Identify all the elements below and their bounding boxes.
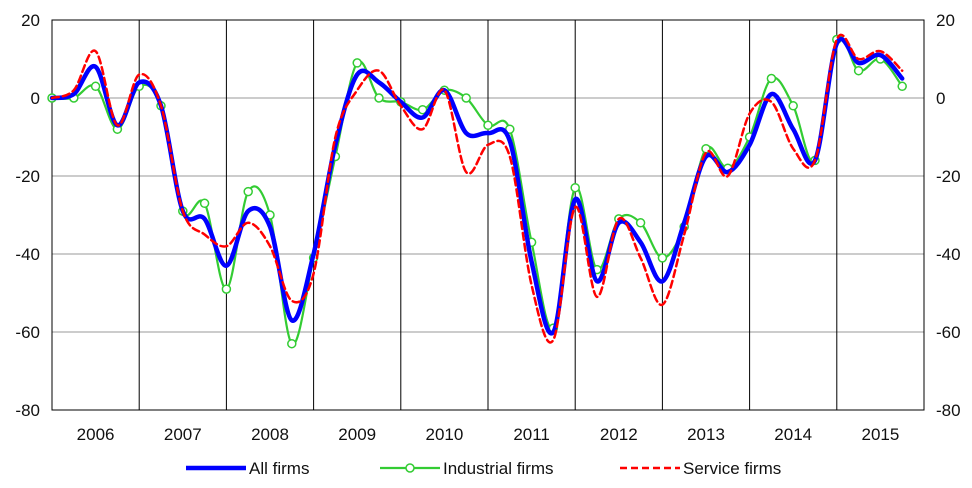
series-marker-industrial-firms bbox=[461, 93, 471, 103]
legend-label-industrial-firms: Industrial firms bbox=[443, 459, 554, 478]
series-line-service-firms bbox=[50, 33, 904, 344]
y-tick-label-right: 20 bbox=[936, 11, 955, 30]
y-tick-label-left: -80 bbox=[15, 401, 40, 420]
x-tick-label: 2007 bbox=[164, 425, 202, 444]
y-tick-label-right: -40 bbox=[936, 245, 961, 264]
series-marker-industrial-firms bbox=[635, 218, 646, 228]
y-tick-label-left: 0 bbox=[31, 89, 40, 108]
x-tick-label: 2013 bbox=[687, 425, 725, 444]
series-marker-industrial-firms bbox=[199, 198, 210, 209]
y-tick-label-right: -80 bbox=[936, 401, 961, 420]
x-tick-label: 2011 bbox=[513, 425, 550, 444]
y-tick-label-right: -20 bbox=[936, 167, 961, 186]
series-marker-industrial-firms bbox=[853, 65, 864, 76]
series-line-all-firms bbox=[49, 37, 905, 336]
series-marker-industrial-firms bbox=[570, 182, 580, 193]
y-tick-label-left: -20 bbox=[15, 167, 40, 186]
series-marker-industrial-firms bbox=[221, 284, 232, 294]
series-marker-industrial-firms bbox=[352, 58, 362, 68]
legend-label-all-firms: All firms bbox=[249, 459, 309, 478]
x-tick-label: 2014 bbox=[774, 425, 812, 444]
series-marker-industrial-firms bbox=[287, 338, 297, 349]
legend-label-service-firms: Service firms bbox=[683, 459, 781, 478]
x-tick-label: 2012 bbox=[600, 425, 638, 444]
series-marker-industrial-firms bbox=[417, 104, 428, 115]
series-marker-industrial-firms bbox=[897, 81, 907, 92]
x-tick-label: 2015 bbox=[861, 425, 899, 444]
series-marker-industrial-firms bbox=[657, 253, 668, 263]
legend-marker-industrial-firms bbox=[405, 463, 415, 473]
x-tick-label: 2009 bbox=[338, 425, 376, 444]
y-tick-label-left: -40 bbox=[15, 245, 40, 264]
x-tick-label: 2006 bbox=[77, 425, 115, 444]
y-tick-label-left: 20 bbox=[21, 11, 40, 30]
series-marker-industrial-firms bbox=[90, 81, 101, 92]
series-marker-industrial-firms bbox=[243, 186, 253, 197]
y-tick-label-right: 0 bbox=[936, 89, 945, 108]
x-tick-label: 2008 bbox=[251, 425, 289, 444]
series-marker-industrial-firms bbox=[766, 73, 777, 84]
y-tick-label-left: -60 bbox=[15, 323, 40, 342]
y-tick-label-right: -60 bbox=[936, 323, 961, 342]
plot-frame bbox=[51, 19, 925, 411]
x-tick-label: 2010 bbox=[425, 425, 463, 444]
series-marker-industrial-firms bbox=[374, 93, 384, 103]
series-marker-industrial-firms bbox=[788, 101, 798, 111]
series-marker-industrial-firms bbox=[483, 120, 493, 131]
